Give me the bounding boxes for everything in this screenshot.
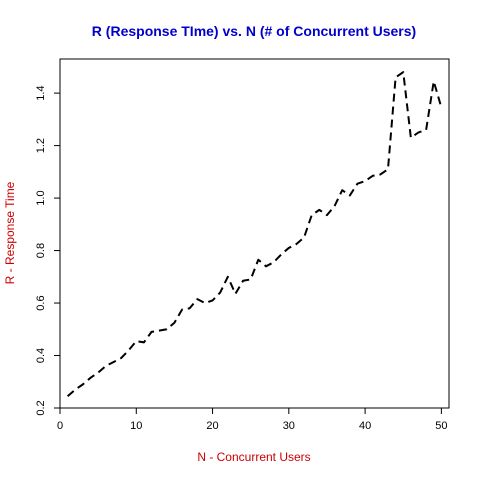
x-tick-label: 30 <box>283 420 295 432</box>
y-tick-label: 1.4 <box>35 85 47 100</box>
y-tick-label: 1.0 <box>35 190 47 205</box>
x-axis: 0 10 20 30 40 50 <box>57 408 447 432</box>
plot-frame <box>59 58 450 409</box>
x-axis-label: N - Concurrent Users <box>197 450 310 464</box>
y-tick-label: 1.2 <box>35 138 47 153</box>
y-tick-label: 0.8 <box>35 243 47 258</box>
x-tick-label: 0 <box>57 420 63 432</box>
y-tick-label: 0.6 <box>35 295 47 310</box>
y-axis: 0.2 0.4 0.6 0.8 1.0 1.2 1.4 <box>35 85 60 416</box>
x-tick-label: 10 <box>130 420 142 432</box>
y-axis-label: R - Response Time <box>3 181 17 284</box>
series-line <box>66 71 443 397</box>
series-group <box>66 71 443 397</box>
chart-title: R (Response TIme) vs. N (# of Concurrent… <box>92 23 416 39</box>
y-tick-label: 0.4 <box>35 348 47 363</box>
x-tick-label: 20 <box>206 420 218 432</box>
x-tick-label: 50 <box>435 420 447 432</box>
x-tick-label: 40 <box>359 420 371 432</box>
y-tick-label: 0.2 <box>35 400 47 415</box>
